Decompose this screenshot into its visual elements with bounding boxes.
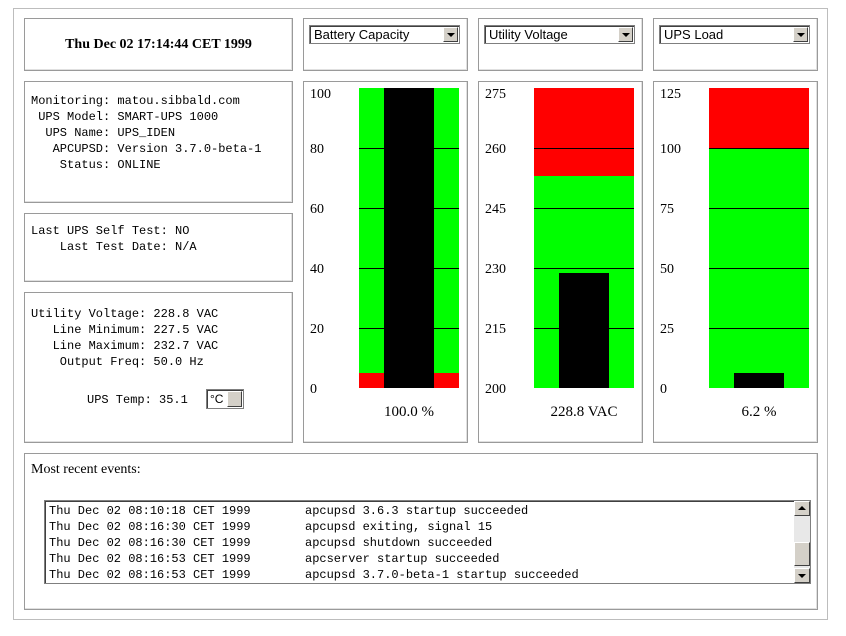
datetime-panel: Thu Dec 02 17:14:44 CET 1999: [24, 18, 293, 71]
gauge-gridline: [534, 148, 634, 149]
datetime-label: Thu Dec 02 17:14:44 CET 1999: [65, 37, 252, 52]
status-line-status: Status: ONLINE: [31, 158, 161, 172]
gauge-tick: 100: [310, 87, 331, 102]
voltage-line-freq: Output Freq: 50.0 Hz: [31, 355, 204, 369]
voltage-line-min: Line Minimum: 227.5 VAC: [31, 323, 219, 337]
gauge-panel-battery: 100 80 60 40 20 0 100.0 %: [303, 81, 468, 443]
gauge-tick: 20: [310, 322, 324, 337]
gauge-panel-load: 125 100 75 50 25 0 6.2 %: [653, 81, 818, 443]
selftest-line-date: Last Test Date: N/A: [31, 240, 197, 254]
selftest-line-last: Last UPS Self Test: NO: [31, 224, 190, 238]
voltage-line-max: Line Maximum: 232.7 VAC: [31, 339, 219, 353]
event-message: apcserver startup succeeded: [305, 552, 500, 566]
events-scrollbar[interactable]: [794, 501, 810, 583]
gauge-alarm-zone: [709, 88, 809, 148]
gauge-selector-load-label: UPS Load: [664, 27, 724, 42]
event-message: apcupsd shutdown succeeded: [305, 536, 493, 550]
chevron-down-icon[interactable]: [793, 27, 808, 42]
voltage-panel: Utility Voltage: 228.8 VAC Line Minimum:…: [24, 292, 293, 443]
gauge-gridline: [534, 268, 634, 269]
gauge-gridline: [709, 268, 809, 269]
gauge-selector-voltage-label: Utility Voltage: [489, 27, 568, 42]
events-rows: Thu Dec 02 08:10:18 CET 1999 apcupsd 3.6.…: [49, 503, 790, 583]
voltage-line-utility: Utility Voltage: 228.8 VAC: [31, 307, 219, 321]
gauge-caption-load: 6.2 %: [741, 404, 777, 420]
gauge-gridline: [534, 208, 634, 209]
gauge-tick: 75: [660, 202, 674, 217]
temp-unit-select[interactable]: °C: [206, 389, 244, 409]
chevron-down-icon[interactable]: [618, 27, 633, 42]
gauge-tick: 230: [485, 262, 506, 277]
gauge-tick: 100: [660, 142, 681, 157]
arrow-up-icon: [798, 506, 806, 510]
status-panel: Monitoring: matou.sibbald.com UPS Model:…: [24, 81, 293, 203]
event-time: Thu Dec 02 08:16:53 CET 1999: [49, 552, 251, 566]
gauge-selector-panel-3: UPS Load: [653, 18, 818, 71]
gauge-selector-load[interactable]: UPS Load: [659, 25, 810, 44]
event-row: Thu Dec 02 08:16:53 CET 1999 apcserver st…: [49, 551, 790, 567]
scroll-thumb[interactable]: [794, 542, 810, 566]
gauge-gridline: [709, 328, 809, 329]
gauge-tick: 0: [660, 382, 667, 397]
gauge-tick: 245: [485, 202, 506, 217]
gauge-caption-voltage: 228.8 VAC: [550, 404, 618, 420]
temp-unit-label: °C: [210, 392, 224, 406]
gauge-tick: 25: [660, 322, 674, 337]
gauge-value-bar: [384, 88, 434, 388]
event-time: Thu Dec 02 08:16:30 CET 1999: [49, 536, 251, 550]
ups-temp-label: UPS Temp: 35.1: [87, 393, 188, 407]
event-row: Thu Dec 02 08:16:53 CET 1999 apcupsd 3.7.…: [49, 567, 790, 583]
gauge-selector-voltage[interactable]: Utility Voltage: [484, 25, 635, 44]
event-row: Thu Dec 02 08:16:30 CET 1999 apcupsd exit…: [49, 519, 790, 535]
gauge-tick: 60: [310, 202, 324, 217]
gauge-panel-voltage: 275 260 245 230 215 200 228.8 VAC: [478, 81, 643, 443]
event-message: apcupsd 3.7.0-beta-1 startup succeeded: [305, 568, 579, 582]
gauge-value-bar: [734, 373, 784, 388]
event-time: Thu Dec 02 08:10:18 CET 1999: [49, 504, 251, 518]
events-list[interactable]: Thu Dec 02 08:10:18 CET 1999 apcupsd 3.6.…: [44, 500, 811, 584]
chevron-down-icon[interactable]: [227, 391, 242, 407]
event-row: Thu Dec 02 08:16:30 CET 1999 apcupsd shut…: [49, 535, 790, 551]
events-title: Most recent events:: [31, 462, 141, 477]
status-line-monitoring: Monitoring: matou.sibbald.com: [31, 94, 240, 108]
gauge-selector-battery[interactable]: Battery Capacity: [309, 25, 460, 44]
selftest-panel: Last UPS Self Test: NO Last Test Date: N…: [24, 213, 293, 282]
gauge-tick: 0: [310, 382, 317, 397]
gauge-tick: 215: [485, 322, 506, 337]
event-row: Thu Dec 02 08:10:18 CET 1999 apcupsd 3.6.…: [49, 503, 790, 519]
status-line-name: UPS Name: UPS_IDEN: [31, 126, 176, 140]
gauge-tick: 80: [310, 142, 324, 157]
gauge-selector-battery-label: Battery Capacity: [314, 27, 410, 42]
gauge-value-bar: [559, 272, 609, 388]
scroll-up-button[interactable]: [794, 501, 810, 516]
event-message: apcupsd exiting, signal 15: [305, 520, 493, 534]
gauge-gridline: [709, 208, 809, 209]
event-time: Thu Dec 02 08:16:53 CET 1999: [49, 568, 251, 582]
gauge-caption-battery: 100.0 %: [384, 404, 434, 420]
gauge-tick: 50: [660, 262, 674, 277]
gauge-bar-voltage: [534, 88, 634, 388]
gauge-bar-load: [709, 88, 809, 388]
scroll-down-button[interactable]: [794, 568, 810, 583]
gauge-alarm-zone: [534, 88, 634, 176]
gauge-tick: 125: [660, 87, 681, 102]
chevron-down-icon[interactable]: [443, 27, 458, 42]
gauge-gridline: [709, 148, 809, 149]
event-message: apcupsd 3.6.3 startup succeeded: [305, 504, 529, 518]
gauge-tick: 40: [310, 262, 324, 277]
status-line-version: APCUPSD: Version 3.7.0-beta-1: [31, 142, 262, 156]
main-frame: [13, 8, 828, 620]
gauge-selector-panel-2: Utility Voltage: [478, 18, 643, 71]
gauge-bar-battery: [359, 88, 459, 388]
arrow-down-icon: [798, 574, 806, 578]
gauge-tick: 260: [485, 142, 506, 157]
gauge-selector-panel-1: Battery Capacity: [303, 18, 468, 71]
status-line-model: UPS Model: SMART-UPS 1000: [31, 110, 219, 124]
event-time: Thu Dec 02 08:16:30 CET 1999: [49, 520, 251, 534]
gauge-tick: 200: [485, 382, 506, 397]
gauge-tick: 275: [485, 87, 506, 102]
events-panel: Most recent events: Thu Dec 02 08:10:18 …: [24, 453, 818, 610]
